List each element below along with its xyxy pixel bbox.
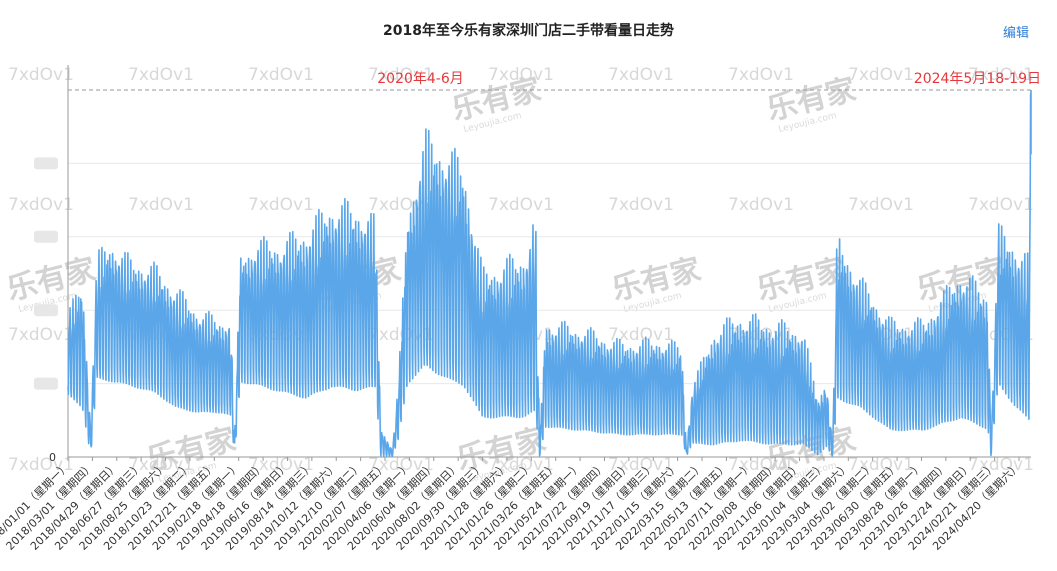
watermark-code: 7xdOv1 [488,455,554,475]
watermark-code: 7xdOv1 [248,195,314,215]
watermark-code: 7xdOv1 [128,195,194,215]
watermark-code: 7xdOv1 [848,195,914,215]
annotation-layer: 2020年4-6月 2024年5月18-19日 [68,71,1041,91]
watermark-code: 7xdOv1 [608,65,674,85]
watermark-code: 7xdOv1 [128,65,194,85]
watermark-code: 7xdOv1 [8,65,74,85]
watermark-code: 7xdOv1 [8,325,74,345]
watermark-code: 7xdOv1 [728,455,794,475]
watermark-code: 7xdOv1 [8,455,74,475]
watermark-code: 7xdOv1 [248,65,314,85]
watermark-code: 7xdOv1 [368,455,434,475]
watermark-code: 7xdOv1 [8,195,74,215]
series-layer [67,90,1032,458]
watermark-code: 7xdOv1 [368,195,434,215]
watermark-layer: 7xdOv1 7xdOv1 7xdOv1 7xdOv1 7xdOv1 7xdOv1 7xdO… [3,65,1034,485]
y-tick-label: 0 [49,451,56,464]
watermark-code: 7xdOv1 [728,195,794,215]
edit-link[interactable]: 编辑 [1003,26,1030,41]
y-tick-label-blurred [34,157,58,170]
series-line [67,90,1032,458]
watermark-code: 7xdOv1 [608,455,674,475]
watermark-code: 7xdOv1 [728,65,794,85]
chart-title: 2018年至今乐有家深圳门店二手带看量日走势 [383,23,674,39]
watermark-code: 7xdOv1 [248,455,314,475]
watermark-code: 7xdOv1 [968,195,1034,215]
annotation-label: 2024年5月18-19日 [914,71,1041,87]
watermark-code: 7xdOv1 [608,325,674,345]
annotation-label: 2020年4-6月 [377,71,464,87]
y-tick-label-blurred [34,377,58,390]
y-tick-label-blurred [34,304,58,317]
watermark-code: 7xdOv1 [128,455,194,475]
watermark-code: 7xdOv1 [488,195,554,215]
watermark-code: 7xdOv1 [848,65,914,85]
y-tick-label-blurred [34,230,58,243]
watermark-code: 7xdOv1 [368,65,434,85]
watermark-code: 7xdOv1 [488,65,554,85]
watermark-code: 7xdOv1 [608,195,674,215]
watermark-code: 7xdOv1 [968,455,1034,475]
axis-layer: 0 [34,65,1031,464]
watermark-code: 7xdOv1 [968,65,1034,85]
